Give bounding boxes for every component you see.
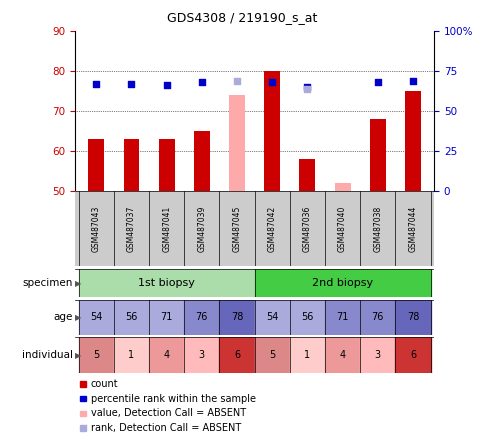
Text: 56: 56	[301, 313, 313, 322]
Bar	[219, 300, 254, 335]
Point	[303, 85, 311, 92]
Text: 1st biopsy: 1st biopsy	[138, 278, 195, 288]
Bar	[360, 300, 394, 335]
Text: 4: 4	[163, 350, 169, 360]
Bar	[114, 300, 149, 335]
Bar	[264, 71, 280, 191]
Text: 6: 6	[233, 350, 240, 360]
Bar	[394, 337, 430, 373]
Bar	[184, 337, 219, 373]
Text: 5: 5	[93, 350, 99, 360]
Text: GSM487040: GSM487040	[337, 206, 347, 252]
Point	[163, 82, 170, 89]
Bar	[219, 337, 254, 373]
Text: specimen: specimen	[22, 278, 73, 288]
Bar	[369, 119, 385, 191]
Point	[268, 79, 275, 86]
Bar	[254, 300, 289, 335]
Text: 78: 78	[230, 313, 242, 322]
Bar	[394, 300, 430, 335]
Bar	[88, 139, 104, 191]
Text: individual: individual	[22, 350, 73, 360]
Text: 71: 71	[160, 313, 172, 322]
Bar	[114, 337, 149, 373]
Text: GSM487041: GSM487041	[162, 206, 171, 252]
Bar	[158, 139, 174, 191]
Bar	[149, 337, 184, 373]
Text: 4: 4	[339, 350, 345, 360]
Text: 56: 56	[125, 313, 137, 322]
Bar	[254, 269, 430, 297]
Bar	[78, 269, 254, 297]
Text: 5: 5	[269, 350, 275, 360]
Bar	[334, 183, 350, 191]
Bar	[78, 337, 114, 373]
Text: GSM487044: GSM487044	[408, 206, 417, 252]
Text: 2nd biopsy: 2nd biopsy	[311, 278, 372, 288]
Text: GSM487038: GSM487038	[373, 206, 381, 252]
Text: 76: 76	[195, 313, 208, 322]
Point	[408, 77, 416, 84]
Bar	[254, 337, 289, 373]
Bar	[123, 139, 139, 191]
Text: ▶: ▶	[75, 278, 81, 288]
Text: 6: 6	[409, 350, 415, 360]
Text: 3: 3	[374, 350, 380, 360]
Text: ▶: ▶	[75, 351, 81, 360]
Point	[197, 79, 205, 86]
Text: ▶: ▶	[75, 313, 81, 322]
Text: 76: 76	[371, 313, 383, 322]
Bar	[78, 300, 114, 335]
Point	[127, 80, 135, 87]
Point	[373, 79, 381, 86]
Bar	[184, 300, 219, 335]
Text: GSM487039: GSM487039	[197, 206, 206, 252]
Bar	[289, 337, 324, 373]
Text: 78: 78	[406, 313, 418, 322]
Text: value, Detection Call = ABSENT: value, Detection Call = ABSENT	[91, 408, 245, 418]
Bar	[289, 300, 324, 335]
Text: GSM487045: GSM487045	[232, 206, 241, 252]
Text: 3: 3	[198, 350, 204, 360]
Text: GDS4308 / 219190_s_at: GDS4308 / 219190_s_at	[167, 11, 317, 24]
Bar	[299, 159, 315, 191]
Bar	[149, 300, 184, 335]
Text: 54: 54	[90, 313, 102, 322]
Text: GSM487043: GSM487043	[91, 206, 101, 252]
Text: GSM487037: GSM487037	[127, 206, 136, 252]
Point	[303, 83, 311, 91]
Text: GSM487036: GSM487036	[302, 206, 311, 252]
Text: percentile rank within the sample: percentile rank within the sample	[91, 394, 255, 404]
Text: GSM487042: GSM487042	[267, 206, 276, 252]
Text: 1: 1	[128, 350, 134, 360]
Point	[233, 77, 241, 84]
Text: 71: 71	[336, 313, 348, 322]
Bar	[228, 95, 244, 191]
Text: rank, Detection Call = ABSENT: rank, Detection Call = ABSENT	[91, 423, 241, 433]
Bar	[324, 337, 360, 373]
Point	[92, 80, 100, 87]
Bar	[194, 131, 209, 191]
Bar	[324, 300, 360, 335]
Bar	[404, 91, 420, 191]
Text: count: count	[91, 379, 118, 389]
Text: age: age	[53, 313, 73, 322]
Text: 1: 1	[304, 350, 310, 360]
Bar	[360, 337, 394, 373]
Text: 54: 54	[266, 313, 278, 322]
